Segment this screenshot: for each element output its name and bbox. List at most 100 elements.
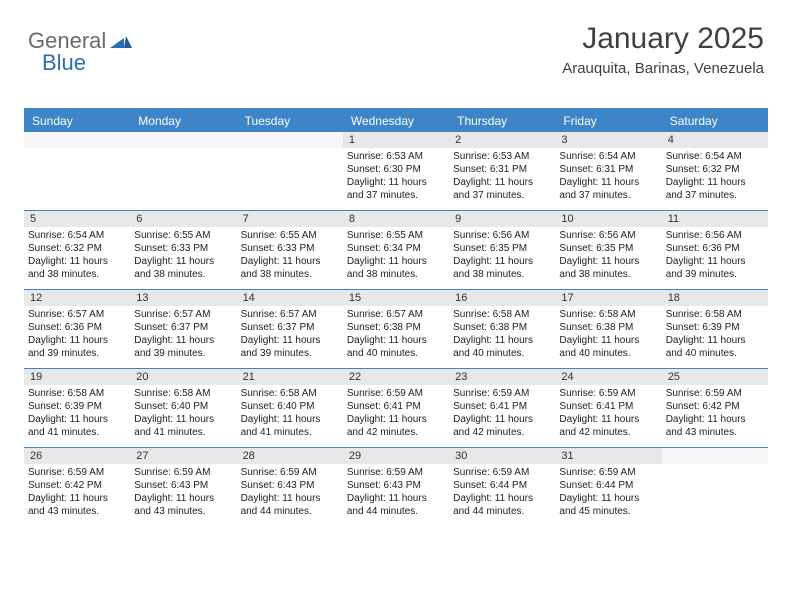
daylight-text: Daylight: 11 hours and 41 minutes. — [28, 413, 126, 439]
calendar-cell: 16Sunrise: 6:58 AMSunset: 6:38 PMDayligh… — [449, 290, 555, 368]
sunrise-text: Sunrise: 6:56 AM — [559, 229, 657, 242]
day-number: 30 — [449, 448, 555, 464]
calendar-cell: 23Sunrise: 6:59 AMSunset: 6:41 PMDayligh… — [449, 369, 555, 447]
sunrise-text: Sunrise: 6:55 AM — [347, 229, 445, 242]
header: January 2025 Arauquita, Barinas, Venezue… — [562, 22, 764, 77]
sunrise-text: Sunrise: 6:59 AM — [347, 387, 445, 400]
cell-details: Sunrise: 6:56 AMSunset: 6:36 PMDaylight:… — [662, 227, 768, 285]
sunset-text: Sunset: 6:35 PM — [559, 242, 657, 255]
sunset-text: Sunset: 6:33 PM — [241, 242, 339, 255]
sunset-text: Sunset: 6:38 PM — [453, 321, 551, 334]
day-number: 15 — [343, 290, 449, 306]
sunset-text: Sunset: 6:34 PM — [347, 242, 445, 255]
week-row: 19Sunrise: 6:58 AMSunset: 6:39 PMDayligh… — [24, 368, 768, 447]
day-header: Tuesday — [237, 110, 343, 132]
day-number — [130, 132, 236, 148]
sunset-text: Sunset: 6:36 PM — [666, 242, 764, 255]
calendar-cell: 14Sunrise: 6:57 AMSunset: 6:37 PMDayligh… — [237, 290, 343, 368]
calendar-cell: 8Sunrise: 6:55 AMSunset: 6:34 PMDaylight… — [343, 211, 449, 289]
daylight-text: Daylight: 11 hours and 44 minutes. — [347, 492, 445, 518]
sunset-text: Sunset: 6:36 PM — [28, 321, 126, 334]
day-number: 7 — [237, 211, 343, 227]
calendar-cell: 12Sunrise: 6:57 AMSunset: 6:36 PMDayligh… — [24, 290, 130, 368]
daylight-text: Daylight: 11 hours and 39 minutes. — [241, 334, 339, 360]
sunset-text: Sunset: 6:43 PM — [134, 479, 232, 492]
sunset-text: Sunset: 6:42 PM — [28, 479, 126, 492]
day-number: 11 — [662, 211, 768, 227]
sunset-text: Sunset: 6:37 PM — [241, 321, 339, 334]
daylight-text: Daylight: 11 hours and 38 minutes. — [134, 255, 232, 281]
sunrise-text: Sunrise: 6:59 AM — [666, 387, 764, 400]
sunrise-text: Sunrise: 6:58 AM — [666, 308, 764, 321]
calendar-cell — [662, 448, 768, 526]
cell-details: Sunrise: 6:59 AMSunset: 6:44 PMDaylight:… — [449, 464, 555, 522]
calendar-cell: 2Sunrise: 6:53 AMSunset: 6:31 PMDaylight… — [449, 132, 555, 210]
day-number: 22 — [343, 369, 449, 385]
sunset-text: Sunset: 6:43 PM — [241, 479, 339, 492]
calendar-cell: 15Sunrise: 6:57 AMSunset: 6:38 PMDayligh… — [343, 290, 449, 368]
sunset-text: Sunset: 6:38 PM — [559, 321, 657, 334]
sunset-text: Sunset: 6:44 PM — [453, 479, 551, 492]
cell-details: Sunrise: 6:58 AMSunset: 6:40 PMDaylight:… — [237, 385, 343, 443]
calendar-cell: 17Sunrise: 6:58 AMSunset: 6:38 PMDayligh… — [555, 290, 661, 368]
cell-details: Sunrise: 6:59 AMSunset: 6:41 PMDaylight:… — [449, 385, 555, 443]
sunset-text: Sunset: 6:41 PM — [347, 400, 445, 413]
sunset-text: Sunset: 6:30 PM — [347, 163, 445, 176]
day-header: Friday — [555, 110, 661, 132]
sunrise-text: Sunrise: 6:54 AM — [666, 150, 764, 163]
page-title: January 2025 — [562, 22, 764, 56]
cell-details: Sunrise: 6:58 AMSunset: 6:40 PMDaylight:… — [130, 385, 236, 443]
daylight-text: Daylight: 11 hours and 45 minutes. — [559, 492, 657, 518]
daylight-text: Daylight: 11 hours and 40 minutes. — [347, 334, 445, 360]
sunrise-text: Sunrise: 6:59 AM — [28, 466, 126, 479]
cell-details: Sunrise: 6:54 AMSunset: 6:32 PMDaylight:… — [24, 227, 130, 285]
sunset-text: Sunset: 6:32 PM — [28, 242, 126, 255]
cell-details: Sunrise: 6:59 AMSunset: 6:43 PMDaylight:… — [130, 464, 236, 522]
sunset-text: Sunset: 6:32 PM — [666, 163, 764, 176]
cell-details: Sunrise: 6:57 AMSunset: 6:37 PMDaylight:… — [130, 306, 236, 364]
day-number: 4 — [662, 132, 768, 148]
cell-details: Sunrise: 6:59 AMSunset: 6:43 PMDaylight:… — [343, 464, 449, 522]
sunset-text: Sunset: 6:44 PM — [559, 479, 657, 492]
daylight-text: Daylight: 11 hours and 40 minutes. — [453, 334, 551, 360]
daylight-text: Daylight: 11 hours and 43 minutes. — [666, 413, 764, 439]
daylight-text: Daylight: 11 hours and 42 minutes. — [347, 413, 445, 439]
calendar-cell: 24Sunrise: 6:59 AMSunset: 6:41 PMDayligh… — [555, 369, 661, 447]
logo-text-blue: Blue — [42, 50, 86, 76]
daylight-text: Daylight: 11 hours and 41 minutes. — [241, 413, 339, 439]
daylight-text: Daylight: 11 hours and 38 minutes. — [28, 255, 126, 281]
daylight-text: Daylight: 11 hours and 38 minutes. — [453, 255, 551, 281]
sunrise-text: Sunrise: 6:59 AM — [559, 466, 657, 479]
cell-details: Sunrise: 6:57 AMSunset: 6:36 PMDaylight:… — [24, 306, 130, 364]
calendar-cell: 31 Sunrise: 6:59 AMSunset: 6:44 PMDayligh… — [555, 448, 661, 526]
cell-details: Sunrise: 6:59 AMSunset: 6:41 PMDaylight:… — [343, 385, 449, 443]
day-number: 31 — [555, 448, 661, 464]
calendar-cell: 5Sunrise: 6:54 AMSunset: 6:32 PMDaylight… — [24, 211, 130, 289]
calendar-cell: 30Sunrise: 6:59 AMSunset: 6:44 PMDayligh… — [449, 448, 555, 526]
day-number — [662, 448, 768, 464]
sunset-text: Sunset: 6:31 PM — [453, 163, 551, 176]
day-number: 12 — [24, 290, 130, 306]
cell-details: Sunrise: 6:57 AMSunset: 6:38 PMDaylight:… — [343, 306, 449, 364]
sunrise-text: Sunrise: 6:58 AM — [453, 308, 551, 321]
day-number: 13 — [130, 290, 236, 306]
daylight-text: Daylight: 11 hours and 37 minutes. — [666, 176, 764, 202]
cell-details: Sunrise: 6:58 AMSunset: 6:39 PMDaylight:… — [662, 306, 768, 364]
calendar-cell: 1Sunrise: 6:53 AMSunset: 6:30 PMDaylight… — [343, 132, 449, 210]
cell-details: Sunrise: 6:59 AMSunset: 6:43 PMDaylight:… — [237, 464, 343, 522]
sunrise-text: Sunrise: 6:59 AM — [241, 466, 339, 479]
sunrise-text: Sunrise: 6:55 AM — [241, 229, 339, 242]
daylight-text: Daylight: 11 hours and 43 minutes. — [28, 492, 126, 518]
calendar-cell: 29Sunrise: 6:59 AMSunset: 6:43 PMDayligh… — [343, 448, 449, 526]
calendar-cell: 10Sunrise: 6:56 AMSunset: 6:35 PMDayligh… — [555, 211, 661, 289]
week-row: 26Sunrise: 6:59 AMSunset: 6:42 PMDayligh… — [24, 447, 768, 526]
day-number: 1 — [343, 132, 449, 148]
calendar-cell: 11Sunrise: 6:56 AMSunset: 6:36 PMDayligh… — [662, 211, 768, 289]
cell-details: Sunrise: 6:59 AMSunset: 6:42 PMDaylight:… — [662, 385, 768, 443]
sunset-text: Sunset: 6:40 PM — [241, 400, 339, 413]
day-number: 6 — [130, 211, 236, 227]
day-number: 20 — [130, 369, 236, 385]
calendar-cell: 9Sunrise: 6:56 AMSunset: 6:35 PMDaylight… — [449, 211, 555, 289]
daylight-text: Daylight: 11 hours and 37 minutes. — [347, 176, 445, 202]
calendar-cell: 25Sunrise: 6:59 AMSunset: 6:42 PMDayligh… — [662, 369, 768, 447]
